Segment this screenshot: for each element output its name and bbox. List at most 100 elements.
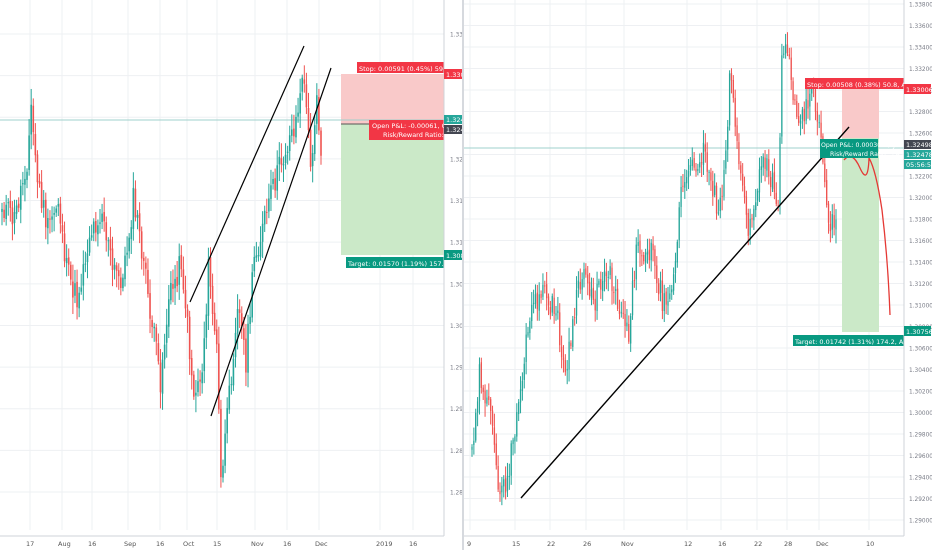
candle-body (779, 137, 781, 206)
candle-body (732, 80, 734, 98)
candle-body (728, 73, 731, 126)
right-chart-panel[interactable]: Stop: 0.00508 (0.38%) 50.8, Amount: 7 Ope… (464, 0, 932, 550)
candle-body (743, 186, 746, 198)
candle-body (723, 169, 725, 197)
left-target-price-tag-text: 1.30847 (446, 252, 462, 260)
left-target-label-bg (346, 257, 444, 268)
channel-lower-line[interactable] (210, 67, 332, 417)
candle-body (153, 326, 156, 329)
right-y-tick-label: 1.32000 (909, 196, 932, 202)
candle-body (307, 108, 310, 131)
channel-upper-line[interactable] (189, 45, 305, 303)
stop-zone[interactable] (341, 74, 444, 124)
candle-body (475, 412, 477, 441)
candle-body (715, 185, 718, 214)
left-chart[interactable]: Stop: 0.00591 (0.45%) 59.1, Am Open P&L: … (0, 0, 474, 550)
right-target-price-tag-text: 1.30756 (906, 328, 932, 336)
candle-body (59, 203, 62, 224)
candle-body (656, 265, 658, 284)
right-current-price-tag-bg (904, 150, 931, 159)
candle-body (49, 218, 51, 220)
candle-body (15, 205, 18, 214)
candle-body (478, 364, 481, 402)
right-chart[interactable]: Stop: 0.00508 (0.38%) 50.8, Amount: 7 Ope… (464, 0, 932, 550)
candle-body (600, 279, 602, 290)
right-y-tick-label: 1.29000 (909, 519, 932, 525)
right-stop-price-tag-text: 1.33006 (906, 86, 932, 94)
candle-body (282, 163, 285, 166)
candle-body (594, 298, 596, 311)
candle-body (249, 316, 251, 325)
candle-body (663, 293, 665, 312)
candle-body (523, 363, 525, 380)
candle-body (240, 313, 243, 327)
target-zone[interactable] (341, 124, 444, 255)
candle-body (790, 57, 792, 80)
candle-body (209, 257, 212, 287)
candle-body (70, 264, 72, 280)
left-x-tick-label: Nov (251, 540, 264, 548)
candle-body (232, 358, 235, 386)
candle-body (751, 218, 753, 220)
left-stop-price-tag: 1.33008 (444, 69, 473, 79)
ascending-trendline[interactable] (520, 126, 850, 499)
candle-body (67, 257, 70, 265)
candle-body (559, 312, 561, 346)
candle-body (65, 257, 68, 264)
candle-body (615, 289, 617, 291)
left-x-tick-label: 16 (409, 540, 417, 548)
candle-body (644, 252, 647, 263)
candle-body (80, 287, 83, 292)
candle-body (92, 221, 95, 234)
left-y-tick-label: 1.31500 (450, 199, 462, 205)
left-chart-panel[interactable]: Stop: 0.00591 (0.45%) 59.1, Am Open P&L: … (0, 0, 474, 550)
right-entry-price-tag-bg (904, 140, 931, 149)
candle-body (620, 312, 622, 314)
candle-body (142, 257, 145, 261)
right-x-tick-label: 15 (512, 540, 520, 548)
left-entry-price-tag: 1.32478 (444, 115, 473, 124)
candle-body (659, 279, 662, 293)
right-y-tick-label: 1.29200 (909, 497, 932, 503)
stop-zone[interactable] (842, 84, 879, 138)
candle-body (170, 282, 172, 301)
left-x-tick-label: Dec (315, 540, 328, 548)
candle-body (641, 255, 643, 257)
candle-body (95, 221, 97, 233)
candle-body (736, 125, 738, 141)
candle-body (30, 104, 32, 135)
candle-body (547, 296, 550, 306)
candle-body (207, 259, 210, 316)
candle-body (786, 44, 789, 53)
candle-body (661, 280, 664, 311)
left-y-tick-label: 1.29500 (450, 366, 462, 372)
candle-body (203, 338, 206, 372)
candle-body (195, 392, 197, 396)
candle-body (708, 171, 710, 173)
candle-body (512, 439, 514, 445)
left-target-price-tag-bg (444, 250, 462, 260)
right-y-tick-label: 1.30400 (909, 368, 932, 374)
candle-body (174, 278, 176, 289)
candle-body (103, 212, 105, 222)
panel-divider[interactable] (462, 0, 464, 550)
candle-body (55, 208, 58, 213)
left-time-axis: 17 Aug 16 Sep 16 Oct 15 Nov 16 Dec 2019 16 (0, 535, 444, 548)
candle-body (725, 150, 727, 169)
left-current-price-tag: 1.32417 (444, 125, 473, 134)
candle-body (768, 159, 770, 177)
left-x-tick-label: 17 (26, 540, 34, 548)
candle-body (213, 312, 216, 332)
candle-body (44, 199, 47, 228)
candle-body (76, 281, 78, 308)
candle-body (197, 381, 199, 393)
candle-body (628, 323, 630, 342)
projection-path[interactable] (843, 155, 891, 316)
candle-body (648, 249, 650, 261)
left-price-axis: 1.335001.330001.325001.320001.315001.310… (443, 0, 474, 536)
right-y-tick-label: 1.29800 (909, 433, 932, 439)
candle-body (24, 178, 26, 185)
candle-body (784, 44, 787, 54)
right-y-tick-label: 1.31600 (909, 239, 932, 245)
candle-body (230, 384, 233, 386)
